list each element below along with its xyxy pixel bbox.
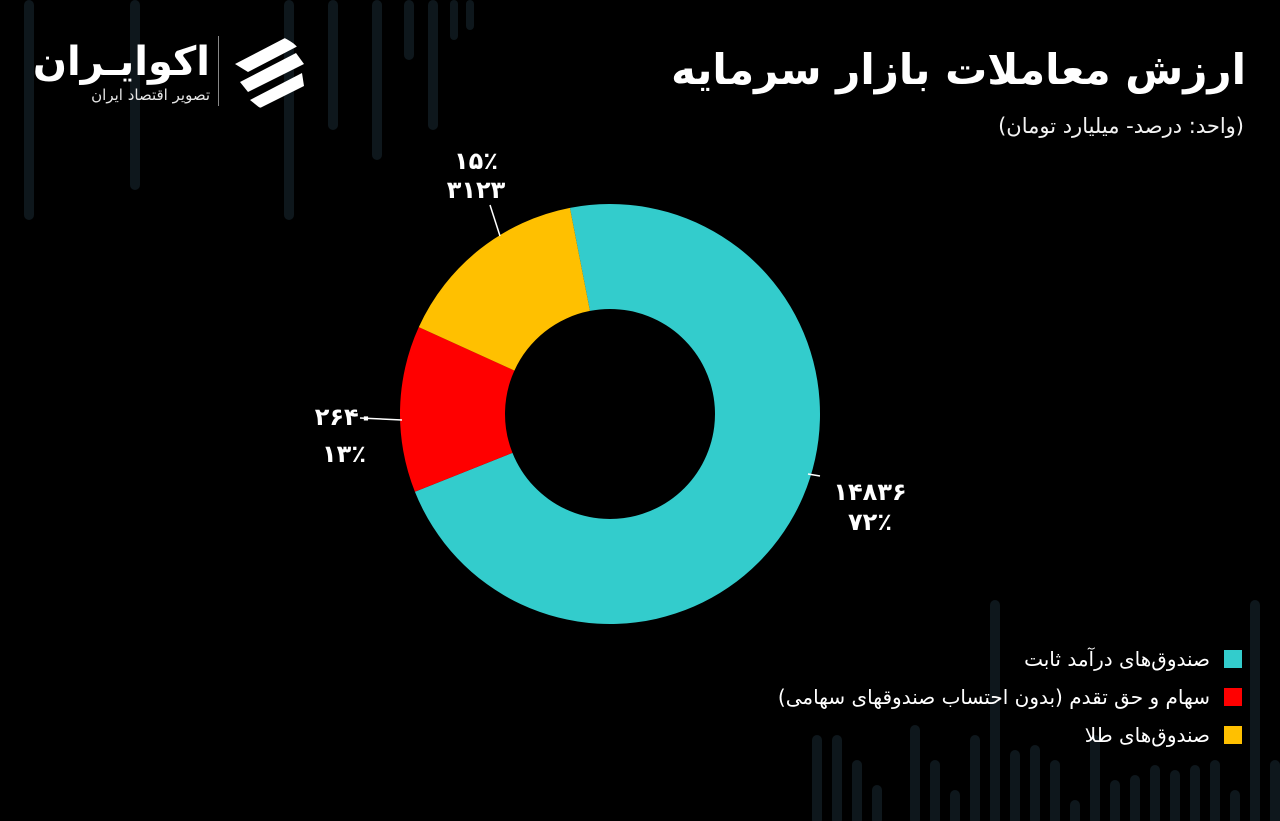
percent-label: ۷۲٪ [848,508,892,536]
logo-divider [218,36,219,106]
legend-swatch [1224,726,1242,744]
brand-mark-icon [235,38,304,108]
leader-line [359,417,403,421]
value-label: ۲۶۴۰ [315,403,374,431]
chart-legend: صندوق‌های درآمد ثابت سهام و حق تقدم (بدو… [778,640,1242,754]
legend-label: صندوق‌های طلا [1084,723,1210,747]
chart-title: ارزش معاملات بازار سرمایه [671,45,1246,94]
chart-subtitle: (واحد: درصد- میلیارد تومان) [998,114,1244,138]
legend-swatch [1224,650,1242,668]
leader-line [807,473,821,477]
brand-tagline: تصویر اقتصاد ایران [91,86,210,104]
value-label: ۱۴۸۳۶ [833,478,906,506]
leader-line [489,204,501,237]
legend-swatch [1224,688,1242,706]
legend-item: سهام و حق تقدم (بدون احتساب صندوقهای سها… [778,678,1242,716]
donut-slice [418,207,590,371]
percent-label: ۱۳٪ [322,440,366,468]
donut-slice [414,203,820,624]
donut-slice [400,327,515,492]
brand-logo: اکوایـران تصویر اقتصاد ایران [32,32,318,112]
legend-label: سهام و حق تقدم (بدون احتساب صندوقهای سها… [777,685,1210,709]
legend-label: صندوق‌های درآمد ثابت [1024,647,1210,671]
value-label: ۳۱۲۳ [447,176,506,204]
legend-item: صندوق‌های درآمد ثابت [778,640,1242,678]
legend-item: صندوق‌های طلا [778,716,1242,754]
brand-name: اکوایـران [32,39,210,85]
percent-label: ۱۵٪ [454,147,498,175]
